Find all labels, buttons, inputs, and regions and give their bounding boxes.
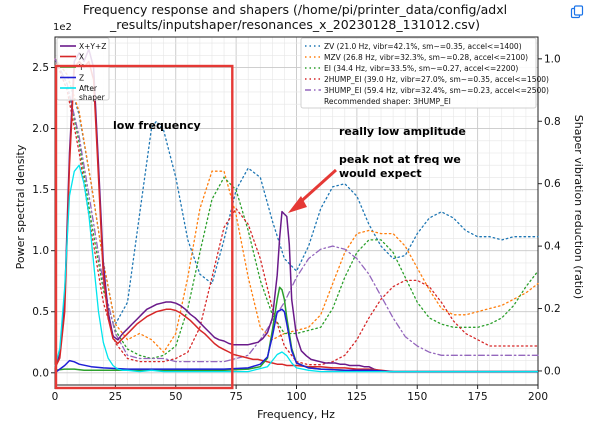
legend-right-label: 2HUMP_EI (39.0 Hz, vibr=27.0%, sm~=0.35,… [324, 75, 549, 84]
annotation-arrow-shaft [295, 168, 338, 207]
x-tick-label: 125 [347, 391, 367, 403]
highlight-box [54, 64, 234, 390]
axes: 0 25 50 75 100 125 150 175 200 0.0 0.5 1.0 1.5 2.0 2.5… [32, 36, 561, 403]
legend-right-box [300, 37, 537, 109]
x-axis-label: Frequency, Hz [257, 408, 335, 421]
y-scale-label: 1e2 [53, 22, 72, 33]
legend-recommended-label: Recommended shaper: 3HUMP_EI [324, 97, 451, 106]
legend-left-label: X+Y+Z [79, 42, 106, 51]
y-tick-label: 0.5 [32, 306, 49, 318]
y-axis-label: Power spectral density [14, 144, 27, 269]
series-lines [54, 48, 539, 374]
y-tick-label: 2.0 [32, 123, 49, 135]
annotations: low frequency really low amplitude peak … [113, 119, 466, 180]
x-tick-label: 150 [407, 391, 427, 403]
y-tick-label: 0.0 [32, 367, 49, 379]
y2-tick-label: 0.8 [544, 116, 561, 128]
y2-tick-label: 0.2 [544, 303, 561, 315]
x-tick-label: 200 [528, 391, 548, 403]
y-tick-label: 1.0 [32, 245, 49, 257]
annotation-low-frequency: low frequency [113, 119, 201, 132]
x-tick-label: 175 [468, 391, 488, 403]
legend-right-label: MZV (26.8 Hz, vibr=32.3%, sm~=0.28, acce… [324, 53, 528, 62]
y-tick-label: 2.5 [32, 62, 49, 74]
legend-left-label: X [79, 53, 84, 62]
chart-title-group: Frequency response and shapers (/home/pi… [83, 2, 507, 32]
y2-tick-label: 0.6 [544, 178, 561, 190]
x-tick-label: 75 [229, 391, 242, 403]
y2-tick-label: 0.4 [544, 241, 561, 253]
chart-title-line1: Frequency response and shapers (/home/pi… [83, 2, 507, 17]
psd-line-4 [54, 164, 538, 373]
legend-left-label: Y [78, 63, 84, 72]
highlight-overlay [54, 64, 338, 390]
annotation-peak-line1: peak not at freq we [339, 153, 461, 166]
legend-right-label: 3HUMP_EI (59.4 Hz, vibr=32.4%, sm~=0.23,… [324, 86, 549, 95]
y2-tick-label: 1.0 [544, 53, 561, 65]
psd-line-1 [54, 60, 538, 373]
annotation-peak-line2: would expect [339, 167, 422, 180]
x-tick-label: 25 [109, 391, 122, 403]
psd-line-0 [54, 48, 538, 373]
legend-right-label: EI (34.4 Hz, vibr=33.5%, sm~=0.27, accel… [324, 64, 518, 73]
shaper-line-0 [54, 58, 539, 326]
shaper-line-2 [54, 58, 539, 360]
shaper-line-4 [54, 58, 539, 363]
shaper-line-1 [54, 58, 539, 354]
y2-tick-label: 0.0 [544, 365, 561, 377]
legend-left-label: Z [79, 74, 84, 83]
copy-icon [570, 5, 584, 19]
chart-title-line2: _results/inputshaper/resonances_x_202301… [109, 17, 480, 32]
legend-right-label: ZV (21.0 Hz, vibr=42.1%, sm~=0.35, accel… [324, 42, 522, 51]
y-tick-label: 1.5 [32, 184, 49, 196]
legend-right: ZV (21.0 Hz, vibr=42.1%, sm~=0.35, accel… [300, 37, 549, 109]
x-tick-label: 50 [169, 391, 182, 403]
annotation-low-amplitude: really low amplitude [339, 125, 466, 138]
x-tick-label: 100 [286, 391, 306, 403]
x-tick-label: 0 [52, 391, 59, 403]
psd-line-3 [54, 308, 538, 374]
y2-axis-label: Shaper vibration reduction (ratio) [572, 115, 585, 299]
annotation-arrow-head [288, 196, 307, 213]
legend-left-label: After [79, 84, 98, 93]
legend-left-label: shaper [79, 93, 106, 102]
copy-image-button[interactable] [566, 1, 588, 23]
